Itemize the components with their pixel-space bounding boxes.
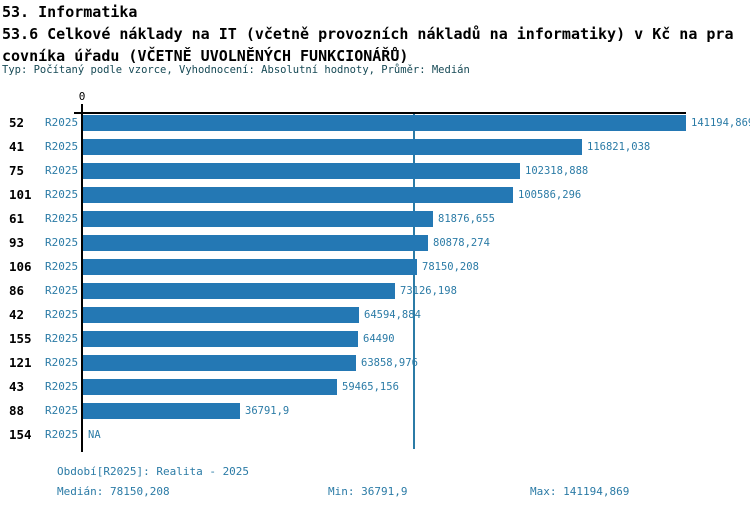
row-period-label: R2025 (45, 140, 79, 153)
indicator-title-line1: 53.6 Celkové náklady na IT (včetně provo… (2, 25, 734, 43)
footer-period: Období[R2025]: Realita - 2025 (57, 465, 250, 478)
row-value-label: 141194,869 (691, 117, 750, 129)
row-category-label: 43 (9, 379, 25, 394)
row-value-label: 63858,976 (361, 357, 418, 369)
row-category-label: 101 (9, 187, 32, 202)
row-category-label: 52 (9, 115, 25, 130)
row-value-label: 102318,888 (525, 165, 589, 177)
row-period-label: R2025 (45, 188, 79, 201)
row-value-label: 100586,296 (518, 189, 582, 201)
median-line (413, 114, 415, 449)
bar (83, 331, 358, 347)
row-period-label: R2025 (45, 308, 79, 321)
bar (83, 259, 417, 275)
row-period-label: R2025 (45, 404, 79, 417)
row-value-label: 116821,038 (587, 141, 651, 153)
row-category-label: 86 (9, 283, 25, 298)
axis-left-line (81, 104, 83, 452)
row-period-label: R2025 (45, 284, 79, 297)
row-category-label: 61 (9, 211, 25, 226)
bar (83, 139, 582, 155)
row-period-label: R2025 (45, 164, 79, 177)
row-category-label: 121 (9, 355, 32, 370)
bar (83, 115, 686, 131)
bar (83, 211, 433, 227)
row-period-label: R2025 (45, 332, 79, 345)
bar (83, 379, 337, 395)
indicator-title-line2: covníka úřadu (VČETNĚ UVOLNĚNÝCH FUNKCIO… (2, 47, 409, 65)
row-period-label: R2025 (45, 428, 79, 441)
row-period-label: R2025 (45, 212, 79, 225)
row-period-label: R2025 (45, 380, 79, 393)
indicator-meta: Typ: Počítaný podle vzorce, Vyhodnocení:… (2, 64, 470, 76)
row-category-label: 88 (9, 403, 25, 418)
row-value-label: 80878,274 (433, 237, 490, 249)
row-period-label: R2025 (45, 116, 79, 129)
row-category-label: 41 (9, 139, 25, 154)
row-value-label: 73126,198 (400, 285, 457, 297)
footer-min: Min: 36791,9 (328, 485, 408, 498)
row-period-label: R2025 (45, 236, 79, 249)
bar (83, 283, 395, 299)
bar (83, 355, 356, 371)
bar (83, 307, 359, 323)
axis-zero-label: 0 (78, 90, 86, 103)
row-category-label: 93 (9, 235, 25, 250)
row-value-label: 64594,884 (364, 309, 421, 321)
axis-top-line (74, 112, 686, 114)
footer-median: Medián: 78150,208 (57, 485, 170, 498)
row-period-label: R2025 (45, 260, 79, 273)
bar (83, 403, 240, 419)
page-title: 53. Informatika (2, 3, 138, 21)
row-value-label: 36791,9 (245, 405, 290, 417)
bar (83, 235, 428, 251)
row-value-label: 64490 (363, 333, 395, 345)
row-period-label: R2025 (45, 356, 79, 369)
row-category-label: 75 (9, 163, 25, 178)
row-value-label: 78150,208 (422, 261, 479, 273)
row-value-label: 59465,156 (342, 381, 399, 393)
row-value-label: 81876,655 (438, 213, 495, 225)
bar (83, 163, 520, 179)
row-category-label: 154 (9, 427, 32, 442)
row-na-label: NA (88, 429, 101, 441)
row-category-label: 106 (9, 259, 32, 274)
bar (83, 187, 513, 203)
row-category-label: 42 (9, 307, 25, 322)
footer-max: Max: 141194,869 (530, 485, 630, 498)
row-category-label: 155 (9, 331, 32, 346)
